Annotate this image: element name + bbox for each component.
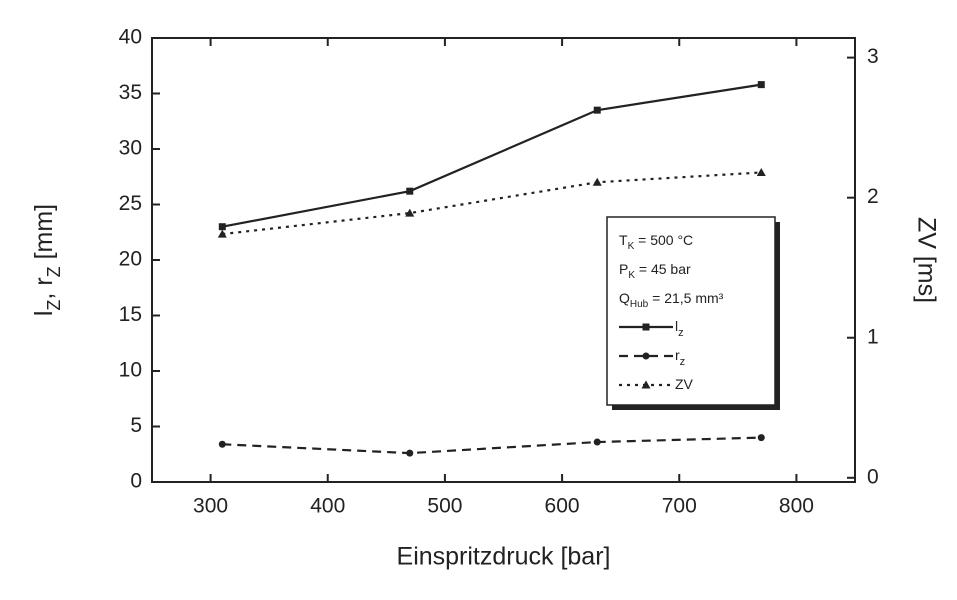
legend-name: l bbox=[675, 318, 678, 334]
x-axis-label: Einspritzdruck [bar] bbox=[397, 543, 611, 571]
legend-note: TK = 500 °C bbox=[619, 232, 693, 252]
marker bbox=[593, 106, 601, 114]
note-subscript: Hub bbox=[630, 299, 649, 310]
marker bbox=[405, 208, 415, 217]
marker bbox=[406, 449, 414, 457]
y-axis-label: lZ, rZ [mm] bbox=[30, 204, 64, 316]
marker bbox=[757, 434, 765, 442]
legend-note: PK = 45 bar bbox=[619, 261, 691, 281]
marker bbox=[217, 229, 227, 238]
x-tick-label: 300 bbox=[193, 495, 228, 518]
marker bbox=[593, 438, 601, 446]
x-tick-label: 400 bbox=[310, 495, 345, 518]
y-tick-label: 30 bbox=[119, 137, 142, 160]
y-tick-label: 40 bbox=[119, 26, 142, 49]
legend-label: rz bbox=[675, 347, 685, 368]
note-subscript: K bbox=[628, 241, 635, 252]
y-tick-label: 5 bbox=[130, 414, 142, 437]
marker bbox=[592, 177, 602, 186]
marker bbox=[757, 81, 765, 89]
y-tick-label: 20 bbox=[119, 248, 142, 271]
y-tick-label: 25 bbox=[119, 192, 142, 215]
legend-name: ZV bbox=[675, 376, 694, 392]
x-tick-label: 700 bbox=[662, 495, 697, 518]
y-tick-label: 0 bbox=[130, 470, 142, 493]
marker bbox=[406, 187, 414, 195]
marker bbox=[218, 440, 226, 448]
marker bbox=[756, 167, 766, 176]
x-tick-label: 800 bbox=[779, 495, 814, 518]
y2-tick-label: 0 bbox=[867, 465, 879, 488]
legend-item: lz bbox=[619, 318, 684, 339]
legend-subscript: z bbox=[678, 327, 684, 339]
y2-axis-label: ZV [ms] bbox=[912, 217, 940, 303]
marker bbox=[642, 352, 650, 360]
y-axis-label-part: Z bbox=[44, 266, 64, 277]
marker bbox=[218, 223, 226, 231]
y2-tick-label: 1 bbox=[867, 325, 879, 348]
y-tick-label: 10 bbox=[119, 359, 142, 382]
legend-subscript: z bbox=[680, 356, 686, 368]
marker bbox=[641, 380, 651, 389]
series-line bbox=[222, 436, 762, 455]
y2-tick-label: 3 bbox=[867, 45, 879, 68]
y-tick-label: 15 bbox=[119, 303, 142, 326]
y-axis-label-part: , r bbox=[30, 277, 58, 299]
note-symbol: Q bbox=[619, 290, 630, 306]
legend-item: ZV bbox=[619, 376, 694, 392]
x-tick-label: 500 bbox=[427, 495, 462, 518]
y-axis-label-part: [mm] bbox=[30, 204, 58, 267]
note-symbol: T bbox=[619, 232, 628, 248]
legend-label: ZV bbox=[675, 376, 694, 392]
legend-item: rz bbox=[619, 347, 685, 368]
note-rest: = 45 bar bbox=[635, 261, 691, 277]
legend-name: r bbox=[675, 347, 680, 363]
note-rest: = 500 °C bbox=[634, 232, 693, 248]
marker bbox=[642, 323, 650, 331]
x-tick-label: 600 bbox=[545, 495, 580, 518]
legend-box bbox=[606, 216, 776, 406]
y2-tick-label: 2 bbox=[867, 185, 879, 208]
legend-label: lz bbox=[675, 318, 684, 339]
legend-note: QHub = 21,5 mm³ bbox=[619, 290, 724, 310]
note-symbol: P bbox=[619, 261, 628, 277]
note-rest: = 21,5 mm³ bbox=[648, 290, 723, 306]
y-axis-label-part: Z bbox=[44, 300, 64, 311]
note-subscript: K bbox=[628, 270, 635, 281]
y-tick-label: 35 bbox=[119, 81, 142, 104]
series-line bbox=[222, 83, 762, 228]
y-axis-label-part: l bbox=[30, 311, 58, 317]
